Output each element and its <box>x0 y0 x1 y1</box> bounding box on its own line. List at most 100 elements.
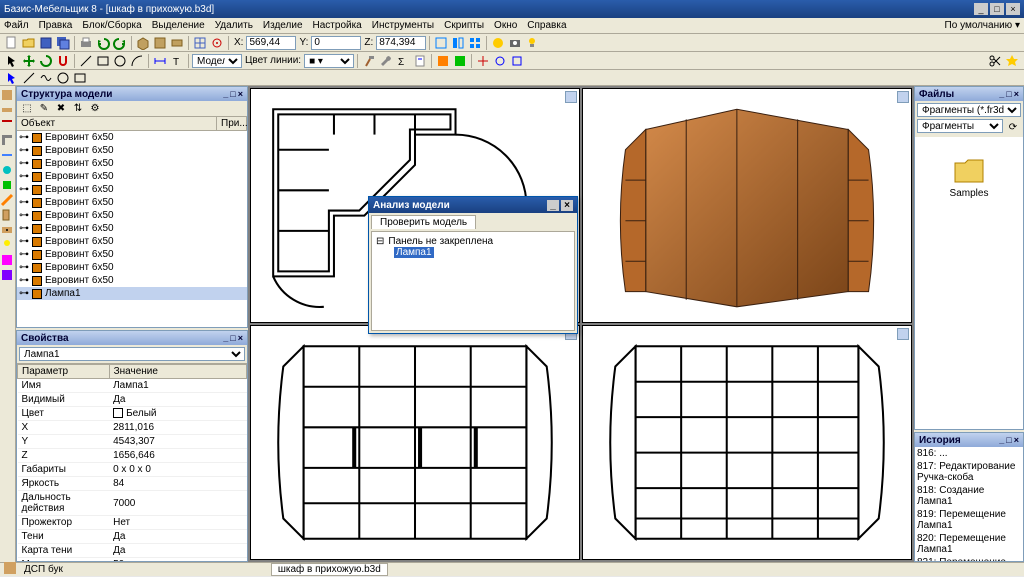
sum-icon[interactable]: Σ <box>395 53 411 69</box>
wave-icon[interactable] <box>38 70 54 86</box>
dialog-msg2[interactable]: Лампа1 <box>394 247 434 258</box>
color1-icon[interactable] <box>435 53 451 69</box>
dialog-min-icon[interactable]: _ <box>547 200 559 211</box>
move-icon[interactable] <box>21 53 37 69</box>
rect-icon[interactable] <box>95 53 111 69</box>
magnet-icon[interactable] <box>55 53 71 69</box>
tree-body[interactable]: ⊶Евровинт 6х50⊶Евровинт 6х50⊶Евровинт 6х… <box>17 131 247 327</box>
prop-row[interactable]: Яркость84 <box>18 477 247 491</box>
layout-preset[interactable]: По умолчанию <box>945 20 1013 31</box>
view-3d[interactable] <box>582 88 912 323</box>
box-icon[interactable] <box>135 35 151 51</box>
lt-door-icon[interactable] <box>0 208 14 222</box>
arc-icon[interactable] <box>129 53 145 69</box>
maximize-button[interactable]: □ <box>990 3 1004 15</box>
prop-row[interactable]: Дальность действия7000 <box>18 491 247 516</box>
lt-light-icon[interactable] <box>0 238 14 252</box>
tree-item[interactable]: ⊶Евровинт 6х50 <box>17 196 247 209</box>
prop-row[interactable]: ИмяЛампа1 <box>18 379 247 393</box>
menu-Выделение[interactable]: Выделение <box>152 20 205 31</box>
menu-Окно[interactable]: Окно <box>494 20 517 31</box>
grid-icon[interactable] <box>192 35 208 51</box>
lt-profile-icon[interactable] <box>0 133 14 147</box>
scissors-icon[interactable] <box>987 53 1003 69</box>
lt-board-icon[interactable] <box>0 103 14 117</box>
panel-close-icon[interactable]: × <box>1014 89 1019 99</box>
tree-item[interactable]: ⊶Евровинт 6х50 <box>17 248 247 261</box>
files-refresh-icon[interactable]: ⟳ <box>1005 119 1021 135</box>
st-icon3[interactable]: ✖ <box>53 101 69 117</box>
panel-close-icon[interactable]: × <box>1014 435 1019 445</box>
pointer-icon[interactable] <box>4 53 20 69</box>
tree-item[interactable]: ⊶Евровинт 6х50 <box>17 261 247 274</box>
tree-item[interactable]: ⊶Евровинт 6х50 <box>17 183 247 196</box>
new-icon[interactable] <box>4 35 20 51</box>
status-mat-icon[interactable] <box>4 562 16 577</box>
lt-drawer-icon[interactable] <box>0 223 14 237</box>
history-item[interactable]: 819: Перемещение Лампа1 <box>915 508 1023 532</box>
view2-icon[interactable] <box>450 35 466 51</box>
panel-icon[interactable] <box>152 35 168 51</box>
panel-min-icon[interactable]: _ <box>999 435 1004 445</box>
panel-min-icon[interactable]: _ <box>223 89 228 99</box>
dialog-body[interactable]: ⊟Панель не закреплена Лампа1 <box>371 231 575 331</box>
menu-Инструменты[interactable]: Инструменты <box>372 20 434 31</box>
history-body[interactable]: 816: ...817: Редактирование Ручка-скоба8… <box>915 447 1023 561</box>
history-item[interactable]: 818: Создание Лампа1 <box>915 484 1023 508</box>
prop-row[interactable]: Мягкость тени50 <box>18 558 247 562</box>
menu-Блок/Сборка[interactable]: Блок/Сборка <box>82 20 141 31</box>
dropdown-icon[interactable]: ▾ <box>1015 20 1020 31</box>
rotate-icon[interactable] <box>38 53 54 69</box>
history-item[interactable]: 817: Редактирование Ручка-скоба <box>915 460 1023 484</box>
files-category-select[interactable]: Фрагменты <box>917 119 1003 133</box>
rect2-icon[interactable] <box>72 70 88 86</box>
menu-Справка[interactable]: Справка <box>527 20 566 31</box>
st-icon4[interactable]: ⇅ <box>70 101 86 117</box>
view-max-icon[interactable] <box>897 328 909 340</box>
prop-row[interactable]: ПрожекторНет <box>18 516 247 530</box>
prop-row[interactable]: Y4543,307 <box>18 435 247 449</box>
files-body[interactable]: Samples <box>915 137 1023 429</box>
lt-panel-icon[interactable] <box>0 88 14 102</box>
x-input[interactable] <box>246 36 296 50</box>
report-icon[interactable] <box>412 53 428 69</box>
menu-Удалить[interactable]: Удалить <box>215 20 253 31</box>
tree-item[interactable]: ⊶Лампа1 <box>17 287 247 300</box>
tree-item[interactable]: ⊶Евровинт 6х50 <box>17 235 247 248</box>
tree-item[interactable]: ⊶Евровинт 6х50 <box>17 144 247 157</box>
view-front[interactable] <box>250 325 580 560</box>
history-item[interactable]: 821: Перемещение Лампа1 <box>915 556 1023 561</box>
render-icon[interactable] <box>490 35 506 51</box>
panel-close-icon[interactable]: × <box>238 333 243 343</box>
prop-row[interactable]: Карта тениДа <box>18 544 247 558</box>
misc1-icon[interactable] <box>475 53 491 69</box>
tree-item[interactable]: ⊶Евровинт 6х50 <box>17 209 247 222</box>
prop-row[interactable]: ВидимыйДа <box>18 393 247 407</box>
lt-misc1-icon[interactable] <box>0 253 14 267</box>
st-icon2[interactable]: ✎ <box>36 101 52 117</box>
wrench-icon[interactable] <box>378 53 394 69</box>
lt-misc2-icon[interactable] <box>0 268 14 282</box>
menu-Изделие[interactable]: Изделие <box>263 20 303 31</box>
lt-edge-icon[interactable] <box>0 118 14 132</box>
history-item[interactable]: 820: Перемещение Лампа1 <box>915 532 1023 556</box>
save-all-icon[interactable] <box>55 35 71 51</box>
panel-close-icon[interactable]: × <box>238 89 243 99</box>
view-side[interactable] <box>582 325 912 560</box>
close-button[interactable]: × <box>1006 3 1020 15</box>
camera-icon[interactable] <box>507 35 523 51</box>
snap-icon[interactable] <box>209 35 225 51</box>
panel-pin-icon[interactable]: □ <box>230 333 235 343</box>
select-icon[interactable] <box>4 70 20 86</box>
lt-hw2-icon[interactable] <box>0 178 14 192</box>
tree-col-object[interactable]: Объект <box>17 117 217 130</box>
misc2-icon[interactable] <box>492 53 508 69</box>
view-max-icon[interactable] <box>897 91 909 103</box>
panel-pin-icon[interactable]: □ <box>1006 435 1011 445</box>
z-input[interactable] <box>376 36 426 50</box>
panel-min-icon[interactable]: _ <box>999 89 1004 99</box>
minimize-button[interactable]: _ <box>974 3 988 15</box>
prop-row[interactable]: X2811,016 <box>18 421 247 435</box>
view1-icon[interactable] <box>433 35 449 51</box>
tree-item[interactable]: ⊶Евровинт 6х50 <box>17 157 247 170</box>
